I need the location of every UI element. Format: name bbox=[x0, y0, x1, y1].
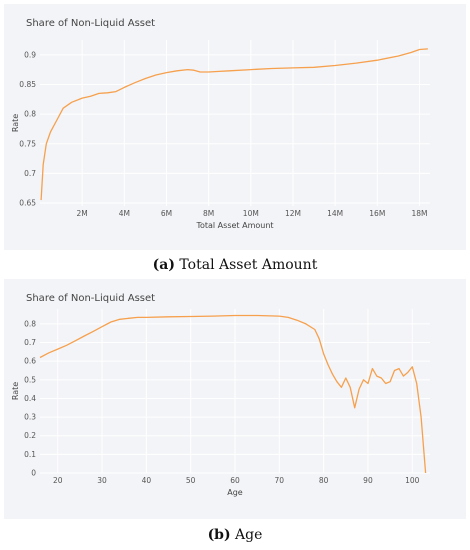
x-tick-label: 8M bbox=[203, 209, 214, 218]
y-tick-label: 0.7 bbox=[24, 338, 36, 347]
y-axis-label: Rate bbox=[11, 114, 20, 132]
x-tick-label: 2M bbox=[77, 209, 88, 218]
y-tick-label: 0 bbox=[31, 469, 36, 478]
series-line bbox=[39, 314, 427, 474]
y-tick-label: 0.2 bbox=[24, 431, 36, 440]
x-tick-label: 80 bbox=[319, 476, 329, 485]
x-tick-label: 6M bbox=[161, 209, 172, 218]
y-tick-label: 0.8 bbox=[24, 110, 36, 119]
y-tick-label: 0.4 bbox=[24, 394, 36, 403]
x-tick-label: 10M bbox=[243, 209, 259, 218]
y-tick-label: 0.6 bbox=[24, 357, 36, 366]
x-tick-label: 12M bbox=[285, 209, 301, 218]
y-tick-label: 0.7 bbox=[24, 169, 36, 178]
series-line bbox=[40, 48, 428, 201]
caption-b-letter: (b) bbox=[207, 527, 231, 543]
chart-age: Share of Non-Liquid Asset 0 0.1 0.2 0.3 0.4 0.… bbox=[11, 293, 430, 497]
x-tick-label: 50 bbox=[186, 476, 196, 485]
y-tick-label: 0.9 bbox=[24, 50, 36, 59]
y-tick-label: 0.8 bbox=[24, 319, 36, 328]
y-tick-label: 0.65 bbox=[19, 199, 36, 208]
caption-b: (b) Age bbox=[0, 527, 470, 543]
y-axis-label: Rate bbox=[11, 382, 20, 400]
chart-panel-total-asset: Share of Non-Liquid Asset 0.65 0.7 0.75 0.8 0… bbox=[4, 4, 466, 250]
y-tick-label: 0.85 bbox=[19, 80, 36, 89]
x-tick-label: 100 bbox=[405, 476, 420, 485]
x-tick-label: 18M bbox=[411, 209, 427, 218]
y-tick-label: 0.3 bbox=[24, 413, 36, 422]
chart-total-asset: Share of Non-Liquid Asset 0.65 0.7 0.75 0.8 0… bbox=[11, 18, 430, 230]
x-tick-label: 60 bbox=[230, 476, 240, 485]
y-tick-label: 0.75 bbox=[19, 139, 36, 148]
caption-b-text: Age bbox=[230, 527, 263, 543]
x-tick-label: 30 bbox=[97, 476, 107, 485]
x-tick-label: 90 bbox=[363, 476, 373, 485]
x-tick-label: 14M bbox=[327, 209, 343, 218]
x-tick-label: 40 bbox=[142, 476, 152, 485]
x-tick-label: 4M bbox=[119, 209, 130, 218]
caption-a-letter: (a) bbox=[152, 257, 175, 273]
caption-a: (a) Total Asset Amount bbox=[0, 257, 470, 273]
x-tick-label: 70 bbox=[275, 476, 285, 485]
chart-title: Share of Non-Liquid Asset bbox=[26, 18, 155, 29]
x-tick-label: 20 bbox=[53, 476, 63, 485]
y-tick-label: 0.5 bbox=[24, 375, 36, 384]
y-tick-label: 0.1 bbox=[24, 450, 36, 459]
x-axis-label: Age bbox=[227, 488, 243, 497]
x-tick-label: 16M bbox=[369, 209, 385, 218]
chart-panel-age: Share of Non-Liquid Asset 0 0.1 0.2 0.3 0.4 0.… bbox=[4, 279, 466, 519]
chart-title: Share of Non-Liquid Asset bbox=[26, 293, 155, 304]
caption-a-text: Total Asset Amount bbox=[174, 257, 318, 273]
x-axis-label: Total Asset Amount bbox=[195, 221, 273, 230]
